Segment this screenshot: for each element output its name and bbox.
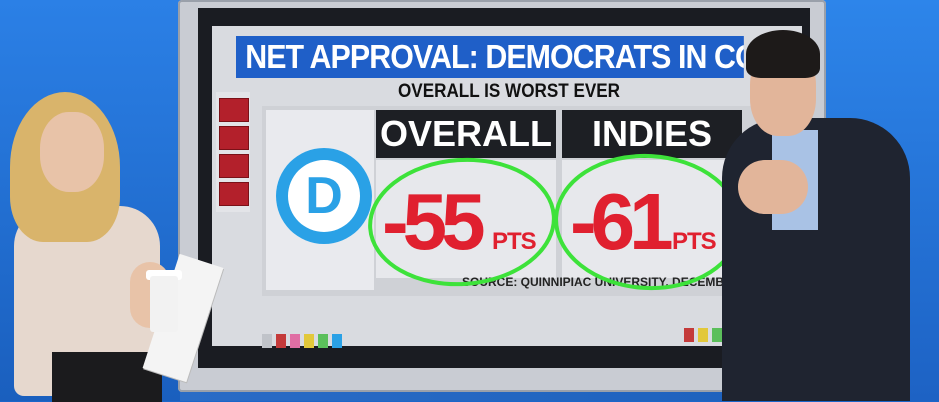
rail-item — [219, 126, 249, 150]
analyst-man-hands — [738, 160, 808, 214]
color-chip — [332, 334, 342, 348]
graphic-headline: NET APPROVAL: DEMOCRATS IN CONGRES — [236, 36, 744, 78]
coffee-cup — [150, 276, 178, 332]
unit-overall: PTS — [492, 228, 537, 255]
democratic-party-logo-letter: D — [305, 167, 343, 225]
color-chip — [318, 334, 328, 348]
column-header-overall: OVERALL — [376, 110, 556, 158]
color-chip — [304, 334, 314, 348]
color-chip — [684, 328, 694, 342]
value-indies: -61 — [570, 177, 674, 266]
color-chip — [712, 328, 722, 342]
value-overall: -55 — [382, 177, 486, 266]
color-chip — [698, 328, 708, 342]
coffee-cup-lid — [146, 270, 182, 280]
annotation-circle-overall — [368, 157, 556, 287]
analyst-man-hair — [746, 30, 820, 78]
column-header-indies: INDIES — [562, 110, 742, 158]
side-rail-menu — [216, 92, 250, 212]
rail-item — [219, 154, 249, 178]
unit-indies: PTS — [672, 228, 717, 255]
democratic-party-logo — [276, 148, 372, 244]
rail-item — [219, 182, 249, 206]
graphic-subhead: OVERALL IS WORST EVER — [398, 81, 621, 102]
anchor-woman-skirt — [52, 352, 162, 402]
value-box-indies — [562, 160, 742, 278]
color-chip — [276, 334, 286, 348]
rail-item — [219, 98, 249, 122]
value-box-overall — [376, 160, 556, 278]
annotation-circle-indies — [554, 153, 742, 291]
anchor-woman-face — [40, 112, 104, 192]
color-chip — [290, 334, 300, 348]
color-chip — [262, 334, 272, 348]
